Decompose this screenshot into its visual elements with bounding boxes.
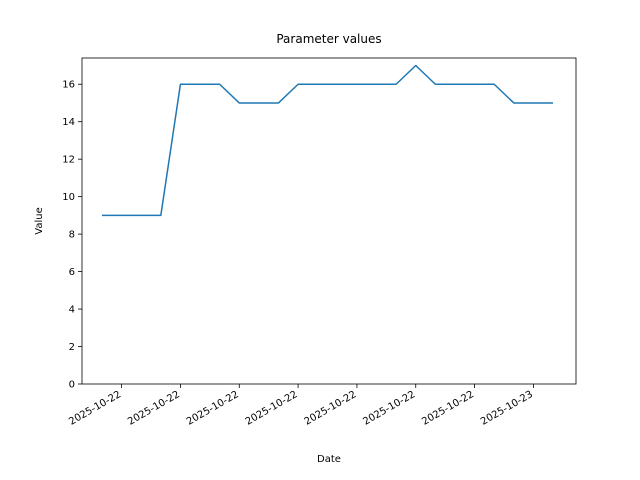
- y-tick-label: 8: [69, 230, 75, 241]
- y-tick-label: 16: [62, 80, 75, 91]
- y-tick-label: 2: [69, 342, 75, 353]
- data-line: [102, 64, 553, 217]
- x-axis-label: Date: [317, 454, 341, 465]
- y-tick-label: 4: [69, 305, 75, 316]
- chart-title: Parameter values: [276, 32, 381, 46]
- y-tick-label: 12: [62, 155, 75, 166]
- y-tick-label: 14: [62, 117, 75, 128]
- y-axis-label: Value: [34, 207, 45, 234]
- plot-frame: [81, 57, 577, 385]
- y-tick-label: 6: [69, 267, 75, 278]
- y-tick-label: 0: [69, 380, 75, 391]
- y-tick-label: 10: [62, 192, 75, 203]
